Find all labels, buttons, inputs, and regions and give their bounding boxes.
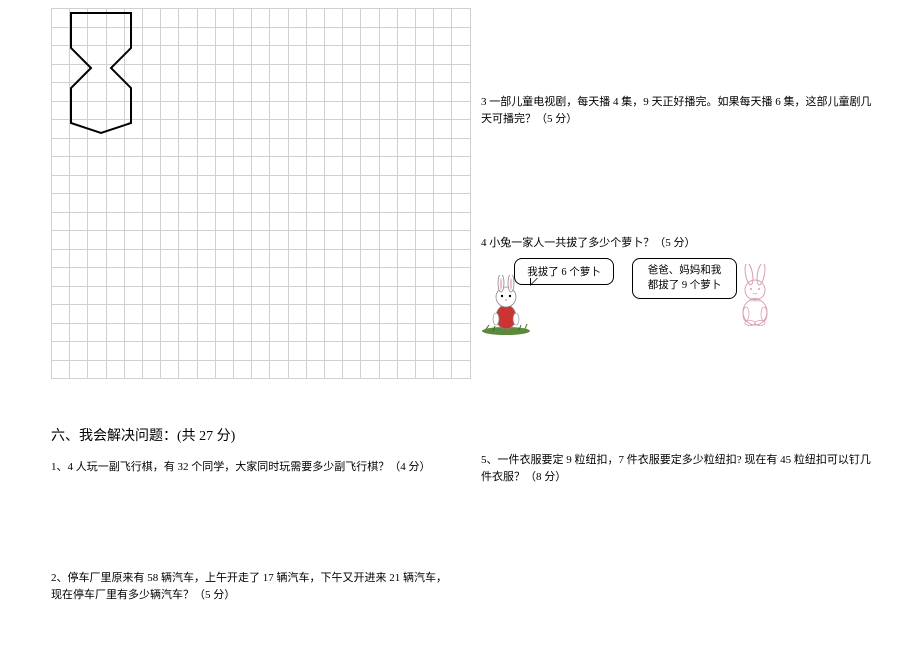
question-4: 4 小兔一家人一共拔了多少个萝卜？（5 分） [481, 234, 696, 250]
question-2: 2、停车厂里原来有 58 辆汽车，上午开走了 17 辆汽车，下午又开进来 21 … [51, 570, 451, 603]
question-3: 3 一部儿童电视剧，每天播 4 集，9 天正好播完。如果每天播 6 集，这部儿童… [481, 94, 881, 127]
rabbit2-eye-right [758, 288, 760, 290]
rabbit2-foot-left [745, 321, 755, 326]
rabbit-2-illustration [736, 264, 774, 326]
rabbit2-eye-left [750, 288, 752, 290]
polygon-shape [61, 8, 151, 138]
eye-right [509, 295, 511, 297]
rabbit2-arm-left [743, 307, 749, 321]
ear-inner-left [500, 278, 502, 290]
bubble-tail-1-fill [531, 277, 538, 284]
rabbit2-arm-right [761, 307, 767, 321]
eye-left [501, 295, 503, 297]
speech-bubble-2: 爸爸、妈妈和我都拔了 9 个萝卜 [632, 258, 737, 299]
arm-left [493, 313, 499, 325]
question-5: 5、一件衣服要定 9 粒纽扣，7 件衣服要定多少粒纽扣? 现在有 45 粒纽扣可… [481, 452, 881, 485]
ear-inner-right [510, 278, 512, 290]
nose [505, 299, 507, 301]
rabbit2-foot-right [755, 321, 765, 326]
rabbit2-mouth [753, 293, 757, 294]
arm-right [513, 313, 519, 325]
section-title: 六、我会解决问题：(共 27 分) [51, 425, 235, 445]
rabbit-1-illustration [481, 275, 531, 335]
question-1: 1、4 人玩一副飞行棋，有 32 个同学，大家同时玩需要多少副飞行棋？（4 分） [51, 458, 431, 474]
